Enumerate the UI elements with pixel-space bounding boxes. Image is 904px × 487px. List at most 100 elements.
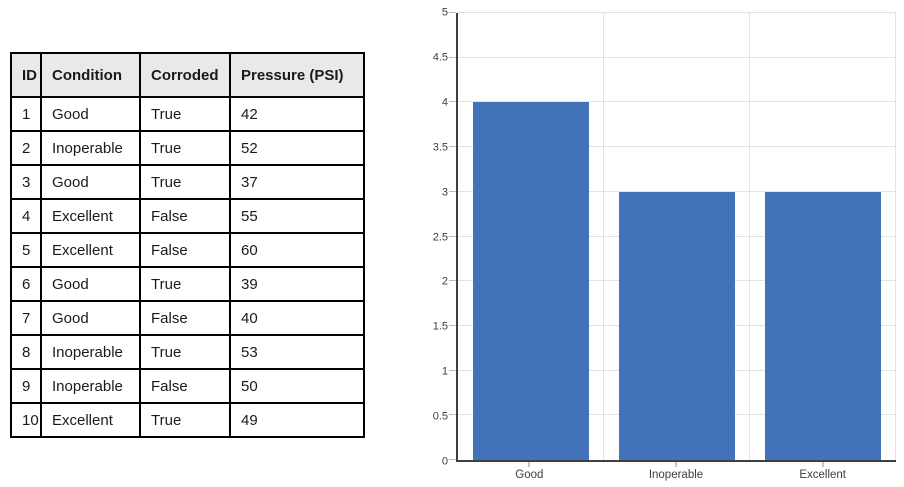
table-cell: Inoperable bbox=[40, 334, 141, 370]
table-cell: Excellent bbox=[40, 198, 141, 234]
table-row: 7 Good False 40 bbox=[10, 300, 365, 336]
table-cell: 52 bbox=[229, 130, 365, 166]
table-cell: Good bbox=[40, 164, 141, 200]
y-axis-tick bbox=[449, 235, 456, 237]
y-axis-tick bbox=[449, 12, 456, 13]
table-cell: 50 bbox=[229, 368, 365, 404]
horizontal-gridline bbox=[458, 190, 896, 192]
table-cell: 5 bbox=[10, 232, 42, 268]
y-tick-label: 4.5 bbox=[432, 51, 448, 64]
table-body: 1 Good True 42 2 Inoperable True 52 3 Good True 37 4… bbox=[10, 96, 365, 438]
table-cell: True bbox=[139, 164, 231, 200]
y-tick-label: 1 bbox=[441, 365, 448, 378]
table-header-row: ID Condition Corroded Pressure (PSI) bbox=[10, 52, 365, 98]
table-cell: Good bbox=[40, 96, 141, 132]
y-tick-label: 5 bbox=[441, 6, 448, 19]
x-tick-label: Good bbox=[515, 469, 544, 481]
y-axis-tick bbox=[449, 101, 456, 103]
bar-inoperable bbox=[618, 191, 736, 460]
y-tick-label: 3 bbox=[441, 186, 448, 199]
vertical-gridline bbox=[602, 13, 604, 460]
table-cell: True bbox=[139, 96, 231, 132]
x-axis-tick bbox=[822, 462, 824, 467]
vertical-gridline bbox=[748, 13, 750, 460]
table-cell: False bbox=[139, 300, 231, 336]
bar-excellent bbox=[764, 191, 882, 460]
y-axis-tick bbox=[449, 459, 456, 460]
x-tick-label: Inoperable bbox=[648, 469, 704, 481]
y-axis-tick bbox=[449, 190, 456, 192]
table-cell: 2 bbox=[10, 130, 42, 166]
bar-good bbox=[472, 102, 590, 460]
horizontal-gridline bbox=[458, 101, 896, 103]
table-row: 5 Excellent False 60 bbox=[10, 232, 365, 268]
table-cell: 7 bbox=[10, 300, 42, 336]
table-cell: 42 bbox=[229, 96, 365, 132]
table-cell: 60 bbox=[229, 232, 365, 268]
table-cell: False bbox=[139, 198, 231, 234]
table-cell: 6 bbox=[10, 266, 42, 302]
table-cell: 49 bbox=[229, 402, 365, 438]
y-tick-label: 1.5 bbox=[432, 320, 448, 333]
table-header: ID Condition Corroded Pressure (PSI) bbox=[10, 52, 365, 98]
x-axis-labels: Good Inoperable Excellent bbox=[456, 469, 896, 483]
column-header: Pressure (PSI) bbox=[229, 52, 365, 98]
y-axis-tick bbox=[449, 369, 456, 371]
table-cell: 3 bbox=[10, 164, 42, 200]
table-row: 3 Good True 37 bbox=[10, 164, 365, 200]
y-tick-label: 2.5 bbox=[432, 231, 448, 243]
horizontal-gridline bbox=[458, 146, 896, 148]
column-header: ID bbox=[10, 52, 42, 98]
y-tick-label: 3.5 bbox=[432, 141, 448, 154]
table-row: 1 Good True 42 bbox=[10, 96, 365, 132]
x-axis-ticks bbox=[456, 462, 896, 468]
y-axis-tick bbox=[449, 414, 456, 416]
table-cell: Excellent bbox=[40, 232, 141, 268]
table-cell: 39 bbox=[229, 266, 365, 302]
column-header: Corroded bbox=[139, 52, 231, 98]
column-header: Condition bbox=[40, 52, 141, 98]
table-row: 10 Excellent True 49 bbox=[10, 402, 365, 438]
x-tick-label: Excellent bbox=[799, 469, 846, 481]
table-cell: False bbox=[139, 232, 231, 268]
y-axis-tick bbox=[449, 56, 456, 58]
table-row: 2 Inoperable True 52 bbox=[10, 130, 365, 166]
table-cell: 10 bbox=[10, 402, 42, 438]
y-tick-label: 0 bbox=[441, 455, 448, 468]
y-axis-tick bbox=[449, 324, 456, 326]
table-cell: 9 bbox=[10, 368, 42, 404]
table-cell: False bbox=[139, 368, 231, 404]
y-tick-label: 2 bbox=[441, 275, 448, 288]
table-cell: True bbox=[139, 130, 231, 166]
table-row: 9 Inoperable False 50 bbox=[10, 368, 365, 404]
table-cell: Inoperable bbox=[40, 368, 141, 404]
table-cell: Good bbox=[40, 266, 141, 302]
table-row: 4 Excellent False 55 bbox=[10, 198, 365, 234]
table-cell: 53 bbox=[229, 334, 365, 370]
vertical-gridline bbox=[895, 13, 896, 460]
table-cell: True bbox=[139, 334, 231, 370]
table-cell: 37 bbox=[229, 164, 365, 200]
x-axis-tick bbox=[528, 462, 530, 467]
chart-plot-area bbox=[449, 12, 896, 462]
table-cell: Excellent bbox=[40, 402, 141, 438]
table-cell: 40 bbox=[229, 300, 365, 336]
x-axis-tick bbox=[675, 462, 677, 467]
table-cell: True bbox=[139, 402, 231, 438]
y-tick-label: 4 bbox=[441, 96, 448, 109]
table-cell: Good bbox=[40, 300, 141, 336]
table-cell: 1 bbox=[10, 96, 42, 132]
table-cell: True bbox=[139, 266, 231, 302]
horizontal-gridline bbox=[458, 56, 896, 58]
table-cell: 55 bbox=[229, 198, 365, 234]
table-cell: 4 bbox=[10, 198, 42, 234]
table-cell: 8 bbox=[10, 334, 42, 370]
y-axis-tick bbox=[449, 146, 456, 148]
table-row: 6 Good True 39 bbox=[10, 266, 365, 302]
y-tick-label: 0.5 bbox=[432, 410, 448, 423]
y-axis-tick bbox=[449, 280, 456, 282]
table-cell: Inoperable bbox=[40, 130, 141, 166]
y-axis-labels: 0 0.5 1 1.5 2 2.5 3 3.5 4 4.5 5 bbox=[414, 7, 448, 467]
table-row: 8 Inoperable True 53 bbox=[10, 334, 365, 370]
